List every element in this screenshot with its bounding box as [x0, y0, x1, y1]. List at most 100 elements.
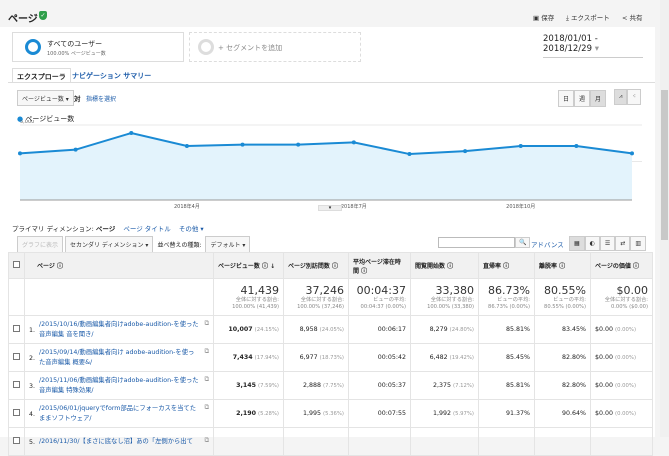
verified-shield-icon: ✓	[39, 11, 47, 20]
save-button[interactable]: ▣ 保存	[533, 14, 555, 22]
period-week-button[interactable]: 週	[574, 90, 591, 107]
row-checkbox[interactable]	[13, 381, 20, 388]
open-external-icon[interactable]: ⧉	[204, 436, 210, 444]
chart-legend: ● ページビュー数	[17, 115, 75, 123]
line-chart-icon[interactable]: ⩘	[614, 89, 628, 105]
secondary-dimension-select[interactable]: セカンダリ ディメンション ▾	[65, 236, 154, 253]
page-link[interactable]: /2015/10/16/動画編集者向けadobe-audition-を使った音声…	[39, 321, 199, 338]
table-row: 5./2016/11/30/【まさに底なし沼】あの「左側から出て ⧉	[8, 427, 653, 456]
open-external-icon[interactable]: ⧉	[204, 348, 210, 356]
totals-row: 41,439 全体に対する割合: 100.00% (41,439) 37,246 全体に…	[8, 278, 653, 316]
table-search-input[interactable]	[438, 237, 515, 248]
col-entrances[interactable]: 閲覧開始数 ⓘ	[410, 252, 479, 279]
open-external-icon[interactable]: ⧉	[204, 404, 210, 412]
col-page[interactable]: ページ ⓘ	[24, 252, 214, 279]
row-checkbox[interactable]	[13, 437, 20, 444]
download-icon: ⤓	[566, 14, 571, 22]
empty-segment-icon	[198, 39, 214, 55]
dimension-other-link[interactable]: その他 ▾	[178, 225, 204, 233]
sort-type-select[interactable]: デフォルト ▾	[205, 236, 251, 253]
table-row: 1./2015/10/16/動画編集者向けadobe-audition-を使った…	[8, 315, 653, 344]
data-point	[518, 144, 523, 149]
data-point	[630, 151, 634, 156]
comparison-view-icon[interactable]: ⇄	[615, 236, 631, 251]
data-point	[407, 152, 412, 157]
total-cell: $0.00 全体に対する割合: 0.00% ($0.00)	[590, 278, 653, 316]
period-day-button[interactable]: 日	[558, 90, 575, 107]
search-icon[interactable]: 🔍	[515, 237, 531, 248]
open-external-icon[interactable]: ⧉	[204, 320, 210, 328]
metric-select[interactable]: ページビュー数 ▾	[17, 90, 74, 106]
col-avg-time[interactable]: 平均ページ滞在時間 ⓘ	[348, 252, 411, 279]
dimension-page-title-link[interactable]: ページ タイトル	[123, 225, 171, 233]
row-checkbox[interactable]	[13, 353, 20, 360]
select-all-checkbox[interactable]	[13, 261, 20, 268]
data-point	[240, 142, 245, 147]
col-pageviews[interactable]: ページビュー数 ⓘ ↓	[213, 252, 284, 279]
period-month-button[interactable]: 月	[590, 90, 607, 107]
table-row: 2./2015/09/14/動画編集者向け adobe-audition-を使っ…	[8, 343, 653, 372]
open-external-icon[interactable]: ⧉	[204, 376, 210, 384]
tab-navigation-summary[interactable]: ナビゲーション サマリー	[72, 72, 152, 80]
pivot-view-icon[interactable]: ▥	[630, 236, 647, 251]
row-checkbox[interactable]	[13, 409, 20, 416]
col-unique-pageviews[interactable]: ページ別訪問数 ⓘ	[283, 252, 349, 279]
page-link[interactable]: /2015/11/06/動画編集者向けadobe-audition-を使った音声…	[39, 377, 199, 394]
pie-view-icon[interactable]: ◐	[584, 236, 600, 251]
data-point	[73, 147, 78, 152]
total-value: $0.00	[616, 283, 649, 297]
plot-rows-button[interactable]: グラフに表示	[17, 236, 64, 253]
select-metric-link[interactable]: 指標を選択	[86, 96, 117, 103]
segment-ring-icon	[25, 39, 41, 55]
date-range-picker[interactable]: 2018/01/01 - 2018/12/29 ▾	[543, 34, 643, 58]
table-view-icon[interactable]: ▦	[569, 236, 585, 251]
data-point	[184, 144, 189, 149]
page-link[interactable]: /2016/11/30/【まさに底なし沼】あの「左側から出て	[39, 437, 193, 445]
collapse-chart-handle[interactable]: ▾	[318, 205, 342, 211]
total-value: 00:04:37	[356, 283, 406, 297]
x-tick-label: 2018年10月	[506, 203, 535, 210]
advanced-link[interactable]: アドバンス	[531, 241, 564, 249]
x-tick-label: 2018年7月	[341, 203, 367, 210]
col-bounce-rate[interactable]: 直帰率 ⓘ	[478, 252, 535, 279]
data-point	[18, 151, 22, 156]
series-line	[19, 131, 633, 156]
share-icon: <	[622, 14, 630, 22]
export-button[interactable]: ⤓ エクスポート	[566, 14, 610, 22]
share-button[interactable]: < 共有	[622, 14, 643, 22]
total-cell: 33,380 全体に対する割合: 100.00% (33,380)	[410, 278, 479, 316]
col-exit-rate[interactable]: 離脱率 ⓘ	[534, 252, 591, 279]
primary-dimension: プライマリ ディメンション: ページ ページ タイトル その他 ▾	[12, 225, 204, 233]
motion-chart-icon[interactable]: ⁖	[627, 89, 641, 105]
x-tick-label: 2018年4月	[174, 203, 200, 210]
total-cell: 41,439 全体に対する割合: 100.00% (41,439)	[213, 278, 284, 316]
row-checkbox[interactable]	[13, 325, 20, 332]
y-tick-label: 5,000	[20, 120, 34, 125]
page-link[interactable]: /2015/06/01/jqueryでform部品にフォーカスを当てたままソフト…	[39, 405, 197, 422]
data-point	[296, 142, 301, 147]
chevron-down-icon: ▾	[594, 44, 599, 54]
tab-explorer[interactable]: エクスプローラ	[12, 68, 71, 83]
total-cell: 37,246 全体に対する割合: 100.00% (37,246)	[283, 278, 349, 316]
page-link[interactable]: /2015/09/14/動画編集者向け adobe-audition-を使った音…	[39, 349, 195, 366]
data-point	[574, 144, 579, 149]
total-value: 41,439	[240, 283, 280, 297]
data-point	[129, 131, 134, 136]
data-point	[463, 149, 468, 154]
table-header: ページ ⓘ ページビュー数 ⓘ ↓ ページ別訪問数 ⓘ 平均ページ滞在時間 ⓘ …	[8, 252, 653, 279]
total-cell: 00:04:37 ビューの平均: 00:04:37 (0.00%)	[348, 278, 411, 316]
legend-dot-icon: ●	[17, 115, 24, 123]
total-value: 33,380	[435, 283, 475, 297]
total-cell: 86.73% ビューの平均: 86.73% (0.00%)	[478, 278, 535, 316]
performance-view-icon[interactable]: ☰	[599, 236, 616, 251]
add-segment-button[interactable]: + セグメントを追加	[189, 32, 361, 62]
scrollbar-thumb[interactable]	[661, 90, 668, 240]
segment-all-users[interactable]: すべてのユーザー 100.00% ページビュー数	[12, 32, 184, 62]
total-value: 80.55%	[544, 283, 586, 297]
data-table: ページ ⓘ ページビュー数 ⓘ ↓ ページ別訪問数 ⓘ 平均ページ滞在時間 ⓘ …	[8, 252, 653, 456]
col-page-value[interactable]: ページの価値 ⓘ	[590, 252, 653, 279]
total-cell: 80.55% ビューの平均: 80.55% (0.00%)	[534, 278, 591, 316]
table-row: 4./2015/06/01/jqueryでform部品にフォーカスを当てたままソ…	[8, 399, 653, 428]
divider	[8, 82, 655, 83]
